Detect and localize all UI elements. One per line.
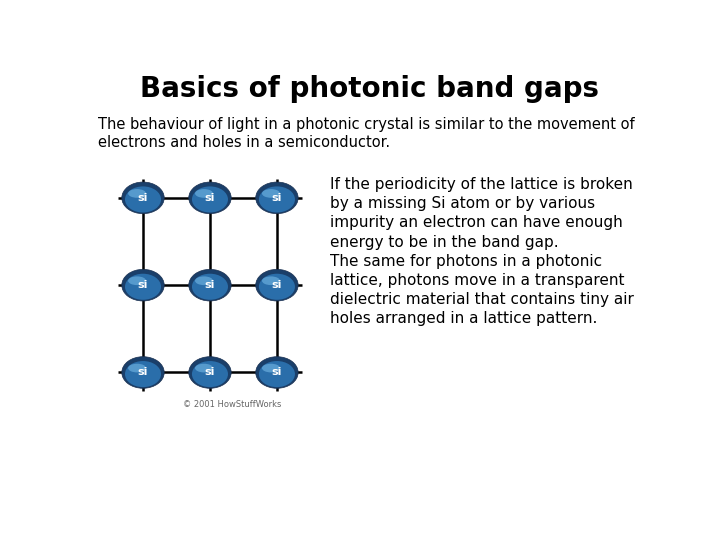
Text: si: si [138,368,148,377]
Ellipse shape [256,357,298,388]
Text: The behaviour of light in a photonic crystal is similar to the movement of
elect: The behaviour of light in a photonic cry… [99,117,635,150]
Ellipse shape [195,364,213,373]
Text: si: si [271,368,282,377]
Text: si: si [204,193,215,203]
Ellipse shape [262,276,280,285]
Ellipse shape [125,186,161,212]
Text: si: si [271,193,282,203]
Text: © 2001 HowStuffWorks: © 2001 HowStuffWorks [183,400,282,409]
Ellipse shape [195,276,213,285]
Ellipse shape [128,189,146,198]
Text: If the periodicity of the lattice is broken
by a missing Si atom or by various
i: If the periodicity of the lattice is bro… [330,177,634,327]
Ellipse shape [122,269,164,301]
Ellipse shape [256,269,298,301]
Text: si: si [138,193,148,203]
Ellipse shape [122,182,164,214]
Ellipse shape [192,186,228,212]
Text: Basics of photonic band gaps: Basics of photonic band gaps [140,75,598,103]
Ellipse shape [259,274,295,300]
Ellipse shape [189,269,231,301]
Ellipse shape [128,364,146,373]
Text: si: si [271,280,282,290]
Ellipse shape [125,274,161,300]
Text: si: si [204,368,215,377]
Ellipse shape [125,361,161,387]
Ellipse shape [256,182,298,214]
Text: si: si [138,280,148,290]
Ellipse shape [192,274,228,300]
Ellipse shape [195,189,213,198]
Ellipse shape [122,357,164,388]
Text: si: si [204,280,215,290]
Ellipse shape [262,189,280,198]
Ellipse shape [189,357,231,388]
Ellipse shape [259,186,295,212]
Ellipse shape [189,182,231,214]
Ellipse shape [192,361,228,387]
Ellipse shape [259,361,295,387]
Ellipse shape [128,276,146,285]
Ellipse shape [262,364,280,373]
